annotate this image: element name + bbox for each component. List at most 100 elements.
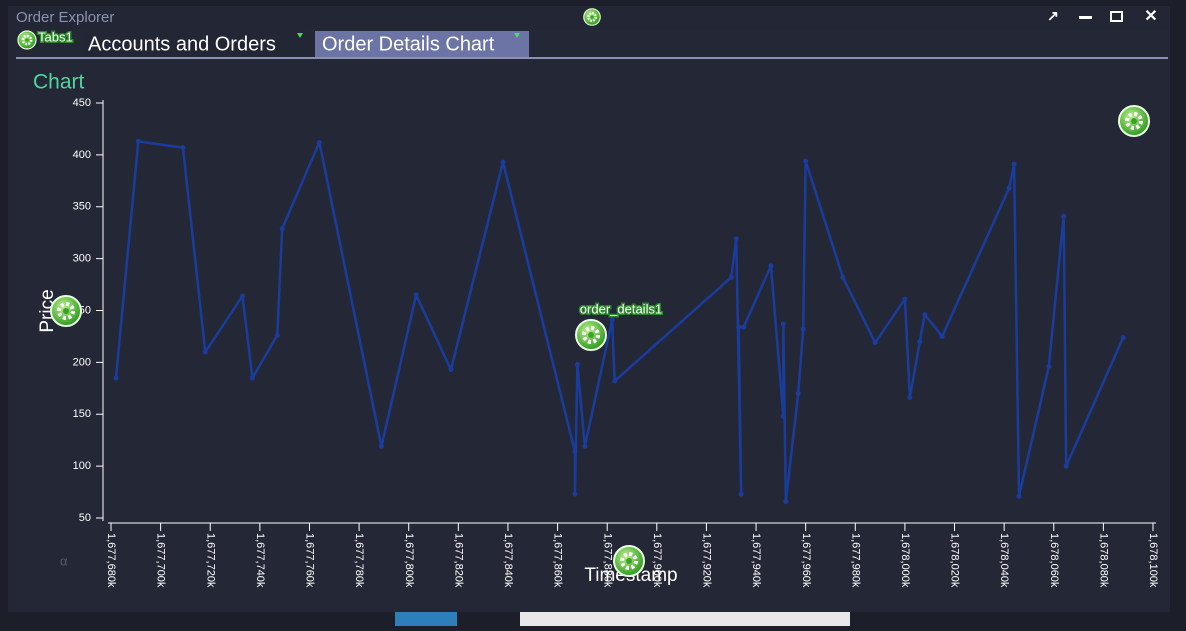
data-point — [907, 395, 913, 401]
plot: 501001502002503003504004501,677,680k1,67… — [73, 97, 1159, 588]
x-tick-label: 1,677,960k — [800, 533, 812, 588]
chart-title: Chart — [33, 71, 85, 94]
logo-piece — [520, 612, 850, 626]
data-point — [609, 317, 615, 323]
x-tick-label: 1,677,880k — [601, 533, 613, 588]
x-tick-label: 1,677,680k — [105, 533, 117, 588]
y-tick-label: 200 — [73, 356, 91, 368]
data-point — [274, 332, 280, 338]
data-point — [135, 138, 141, 144]
data-point — [922, 312, 928, 318]
data-point — [1061, 213, 1067, 219]
x-tick-label: 1,677,920k — [701, 533, 713, 588]
data-point — [249, 375, 255, 381]
restore-button[interactable]: ↗ — [1047, 8, 1059, 24]
y-tick-label: 400 — [73, 149, 91, 161]
x-tick-label: 1,677,940k — [750, 533, 762, 588]
data-point — [500, 159, 506, 165]
x-tick-label: 1,678,020k — [949, 533, 961, 588]
data-point — [413, 292, 419, 298]
x-tick-label: 1,677,840k — [502, 533, 514, 588]
data-point — [768, 263, 774, 269]
tab-label[interactable]: Order Details Chart — [322, 33, 495, 55]
data-point — [316, 139, 322, 145]
data-point — [612, 378, 618, 384]
data-point — [783, 498, 789, 504]
corner-glyph: α — [60, 553, 68, 568]
y-tick-label: 300 — [73, 253, 91, 265]
x-tick-label: 1,678,080k — [1097, 533, 1109, 588]
gear-icon[interactable] — [1117, 104, 1151, 138]
gear-icon[interactable] — [49, 294, 83, 328]
x-tick-label: 1,677,740k — [254, 533, 266, 588]
data-point — [795, 391, 801, 396]
data-point — [741, 324, 747, 330]
widget-label: Tabs1 — [38, 29, 73, 44]
data-point — [803, 158, 809, 164]
data-point — [736, 324, 742, 330]
y-tick-label: 350 — [73, 201, 91, 213]
minimize-button[interactable] — [1079, 16, 1092, 19]
data-point — [582, 443, 588, 449]
data-point — [1046, 364, 1052, 370]
data-point — [780, 413, 786, 419]
data-point — [378, 443, 384, 449]
data-point — [780, 321, 786, 327]
data-point — [1006, 185, 1012, 191]
maximize-button[interactable] — [1110, 11, 1123, 22]
data-point — [939, 333, 945, 339]
data-point — [872, 340, 878, 346]
data-point — [902, 296, 908, 302]
data-point — [917, 339, 923, 345]
tab[interactable] — [84, 31, 310, 57]
widget-label: order_details1 — [580, 301, 662, 316]
y-tick-label: 50 — [79, 512, 91, 524]
data-point — [800, 326, 806, 332]
tab-marker — [297, 33, 303, 38]
data-point — [574, 361, 580, 367]
x-tick-label: 1,677,980k — [849, 533, 861, 588]
x-tick-label: 1,677,800k — [403, 533, 415, 588]
data-point — [728, 274, 734, 280]
x-tick-label: 1,677,860k — [552, 533, 564, 588]
data-point — [733, 236, 739, 242]
x-tick-label: 1,677,900k — [651, 533, 663, 588]
y-tick-label: 150 — [73, 408, 91, 420]
data-point — [1011, 161, 1017, 167]
x-tick-label: 1,677,780k — [353, 533, 365, 588]
x-tick-label: 1,677,720k — [204, 533, 216, 588]
window-title: Order Explorer — [16, 9, 114, 26]
gear-icon[interactable] — [574, 318, 608, 352]
x-tick-label: 1,677,700k — [155, 533, 167, 588]
x-tick-label: 1,678,100k — [1147, 533, 1159, 588]
data-point — [448, 367, 454, 373]
x-tick-label: 1,678,000k — [899, 533, 911, 588]
data-point — [239, 293, 245, 299]
gear-icon[interactable] — [612, 544, 646, 578]
y-tick-label: 100 — [73, 460, 91, 472]
data-point — [738, 491, 744, 497]
gear-icon[interactable] — [16, 29, 38, 51]
gear-icon[interactable] — [582, 7, 602, 27]
x-tick-label: 1,677,760k — [304, 533, 316, 588]
y-axis-title: Price — [37, 289, 58, 332]
y-tick-label: 450 — [73, 97, 91, 109]
data-point — [1016, 493, 1022, 499]
window-body — [16, 30, 1168, 607]
data-point — [113, 375, 119, 381]
data-point — [279, 226, 285, 232]
close-button[interactable]: ✕ — [1144, 8, 1157, 25]
data-point — [572, 449, 578, 455]
tab-active[interactable] — [315, 31, 529, 57]
x-tick-label: 1,678,060k — [1048, 533, 1060, 588]
data-point — [840, 274, 846, 280]
x-tick-label: 1,678,040k — [998, 533, 1010, 588]
data-point — [1063, 463, 1069, 469]
tab-label[interactable]: Accounts and Orders — [88, 33, 276, 55]
data-point — [572, 491, 578, 497]
x-tick-label: 1,677,820k — [452, 533, 464, 588]
data-point — [1120, 334, 1126, 340]
data-point — [180, 145, 186, 151]
